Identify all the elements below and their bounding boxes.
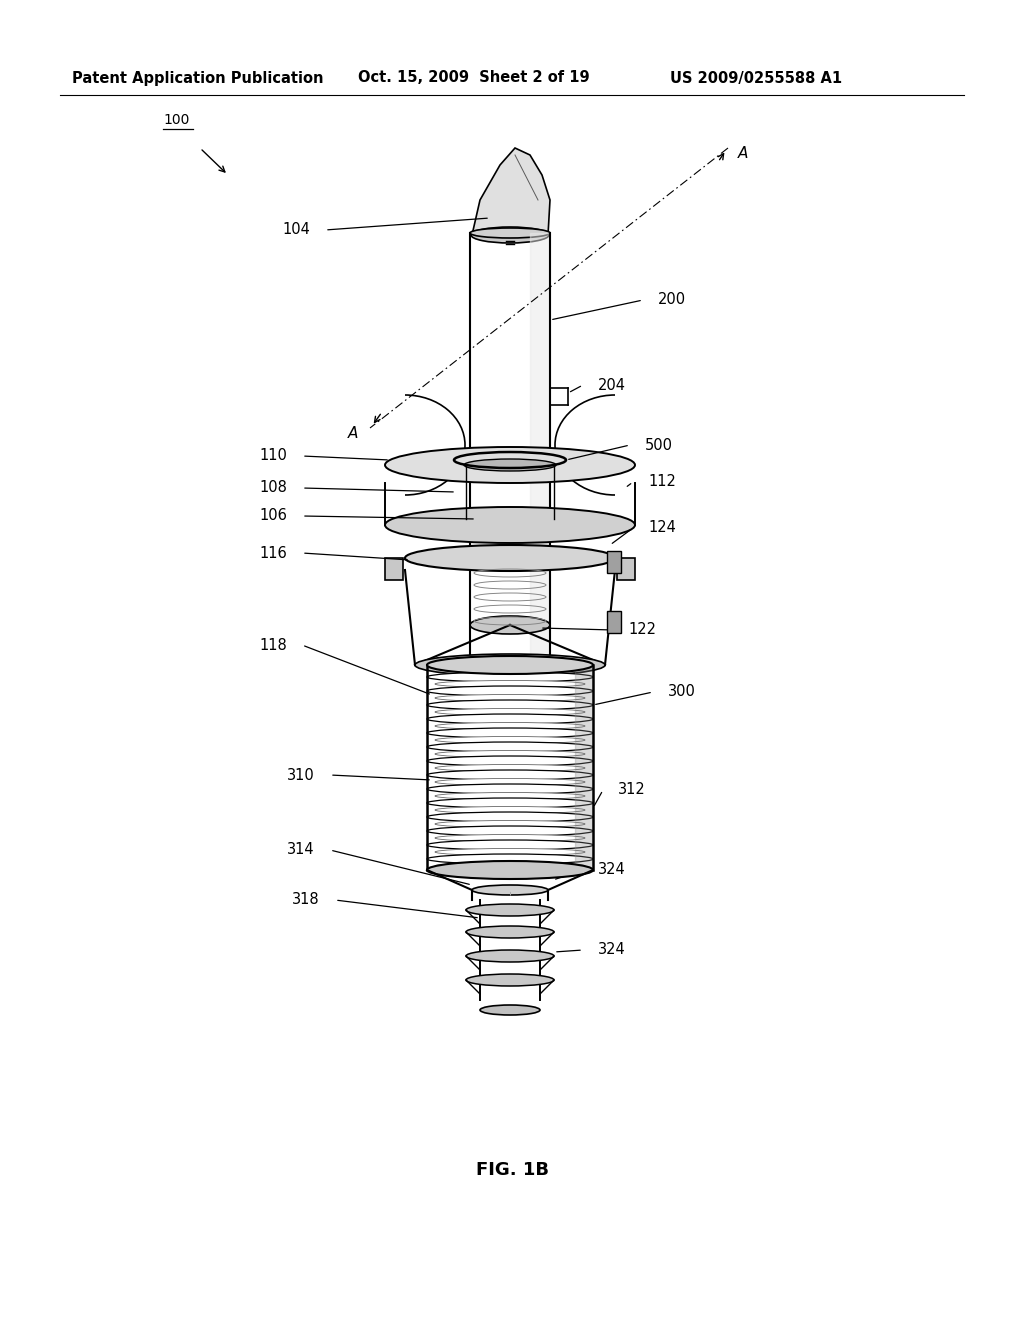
Text: 106: 106 <box>259 508 287 524</box>
Ellipse shape <box>466 904 554 916</box>
Ellipse shape <box>470 228 550 238</box>
Ellipse shape <box>435 764 585 771</box>
Ellipse shape <box>435 834 585 842</box>
Ellipse shape <box>427 861 593 879</box>
Ellipse shape <box>435 751 585 758</box>
Bar <box>607 550 621 573</box>
Text: A: A <box>738 145 749 161</box>
Ellipse shape <box>435 862 585 870</box>
Text: 104: 104 <box>283 223 310 238</box>
Polygon shape <box>472 148 550 235</box>
Ellipse shape <box>427 672 593 682</box>
Ellipse shape <box>427 826 593 836</box>
Ellipse shape <box>427 799 593 808</box>
Ellipse shape <box>415 653 605 676</box>
Ellipse shape <box>466 950 554 962</box>
Text: 312: 312 <box>618 783 646 797</box>
Ellipse shape <box>427 812 593 822</box>
Ellipse shape <box>385 507 635 543</box>
Text: Oct. 15, 2009  Sheet 2 of 19: Oct. 15, 2009 Sheet 2 of 19 <box>358 70 590 86</box>
Text: 324: 324 <box>598 862 626 878</box>
Ellipse shape <box>464 459 556 471</box>
Ellipse shape <box>427 742 593 752</box>
Text: 124: 124 <box>648 520 676 536</box>
Ellipse shape <box>466 974 554 986</box>
Text: 110: 110 <box>259 449 287 463</box>
Text: 324: 324 <box>598 942 626 957</box>
Ellipse shape <box>427 700 593 710</box>
Ellipse shape <box>466 927 554 939</box>
Text: 318: 318 <box>293 892 319 908</box>
Ellipse shape <box>470 616 550 634</box>
Ellipse shape <box>427 729 593 738</box>
Ellipse shape <box>435 821 585 828</box>
Ellipse shape <box>435 709 585 715</box>
Text: 108: 108 <box>259 480 287 495</box>
Ellipse shape <box>435 792 585 800</box>
Ellipse shape <box>471 227 549 243</box>
Text: FIG. 1B: FIG. 1B <box>475 1162 549 1179</box>
Text: 500: 500 <box>645 437 673 453</box>
Text: Patent Application Publication: Patent Application Publication <box>72 70 324 86</box>
Text: 204: 204 <box>598 378 626 392</box>
Bar <box>617 558 635 579</box>
Bar <box>607 611 621 634</box>
Ellipse shape <box>435 849 585 855</box>
Text: US 2009/0255588 A1: US 2009/0255588 A1 <box>670 70 842 86</box>
Text: A: A <box>347 425 358 441</box>
Ellipse shape <box>435 681 585 688</box>
Ellipse shape <box>385 447 635 483</box>
Text: 118: 118 <box>259 638 287 652</box>
Ellipse shape <box>427 686 593 696</box>
Ellipse shape <box>406 545 615 572</box>
Ellipse shape <box>472 884 548 895</box>
Ellipse shape <box>427 714 593 723</box>
Text: 310: 310 <box>288 767 315 783</box>
Ellipse shape <box>435 722 585 730</box>
Ellipse shape <box>435 807 585 813</box>
Ellipse shape <box>435 694 585 701</box>
Text: 300: 300 <box>668 685 696 700</box>
Text: 122: 122 <box>628 623 656 638</box>
Ellipse shape <box>435 737 585 743</box>
Bar <box>385 558 403 579</box>
Ellipse shape <box>427 840 593 850</box>
Text: 112: 112 <box>648 474 676 490</box>
Text: 200: 200 <box>658 293 686 308</box>
Text: 116: 116 <box>259 545 287 561</box>
Ellipse shape <box>427 756 593 766</box>
Ellipse shape <box>480 1005 540 1015</box>
Ellipse shape <box>427 854 593 865</box>
Ellipse shape <box>427 770 593 780</box>
Text: 100: 100 <box>163 114 189 127</box>
Text: 314: 314 <box>288 842 315 858</box>
Ellipse shape <box>427 784 593 795</box>
Ellipse shape <box>435 779 585 785</box>
Ellipse shape <box>427 656 593 675</box>
